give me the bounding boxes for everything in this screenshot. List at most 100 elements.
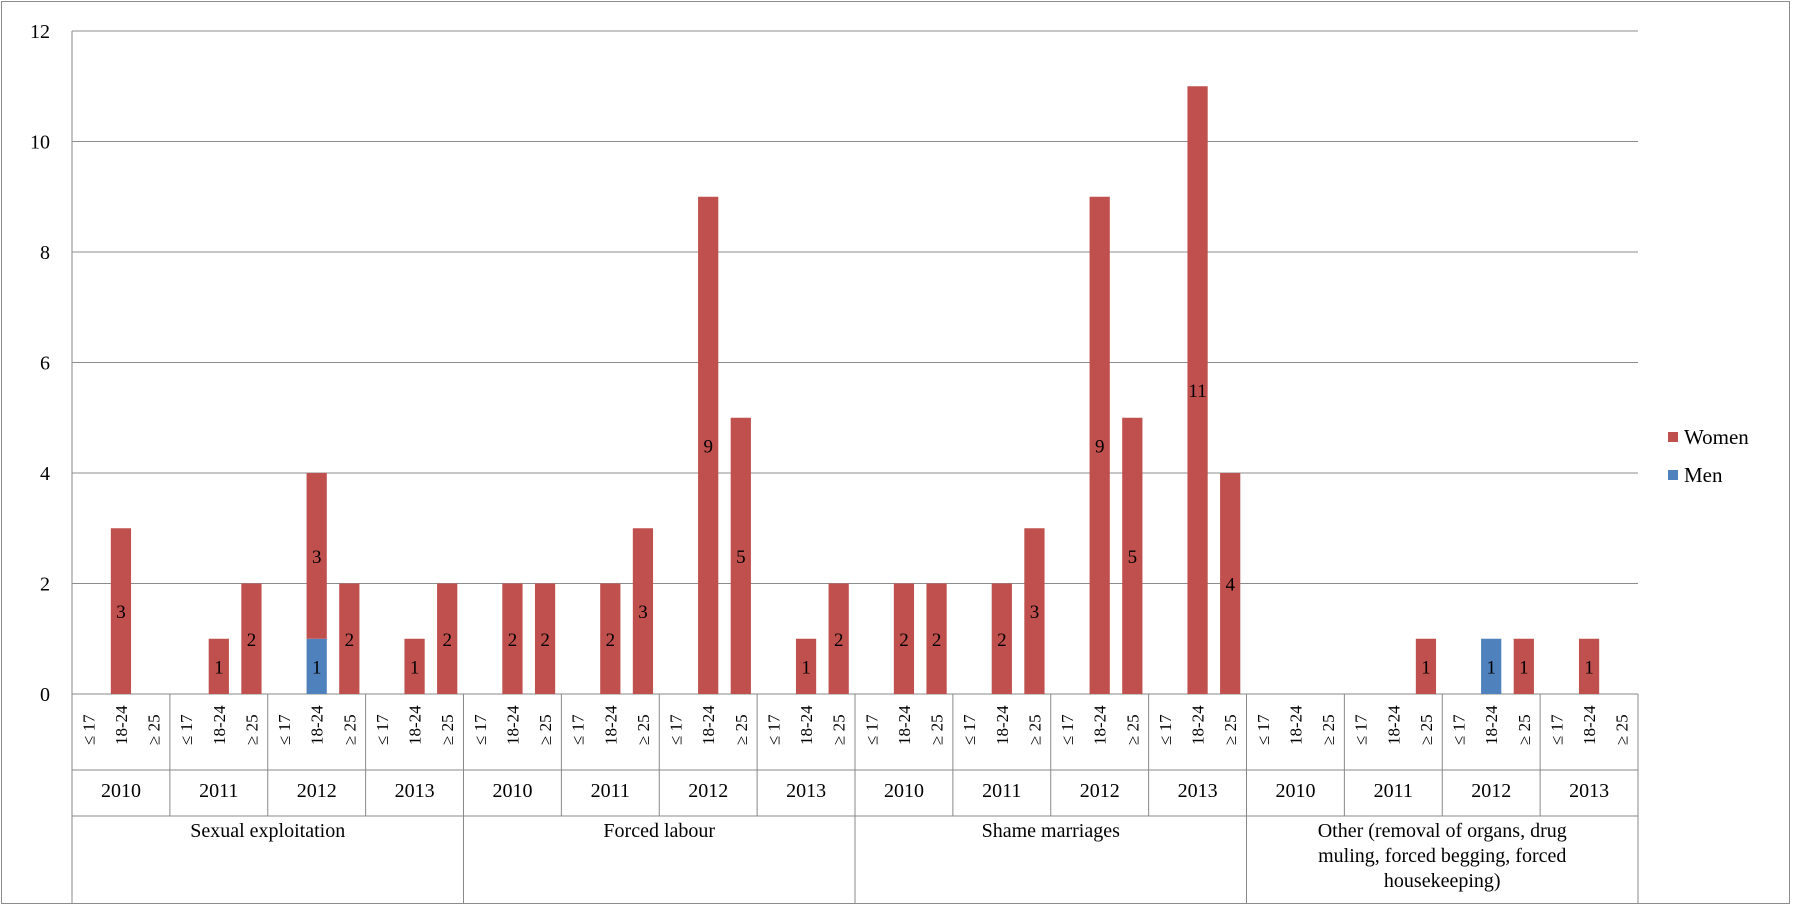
data-label: 3 <box>116 602 126 623</box>
age-group-label: ≤ 17 <box>1254 714 1273 745</box>
age-group-label: ≤ 17 <box>1156 714 1175 745</box>
year-label: 2011 <box>199 780 238 802</box>
age-group-label: ≥ 25 <box>1221 714 1240 745</box>
bar-women <box>208 638 229 694</box>
data-label: 5 <box>1128 547 1138 568</box>
age-group-label: 18-24 <box>1384 705 1403 745</box>
age-group-label: 18-24 <box>699 705 718 745</box>
data-label: 9 <box>703 436 713 457</box>
age-group-label: 18-24 <box>797 705 816 745</box>
age-group-label: ≥ 25 <box>242 714 261 745</box>
age-group-label: 18-24 <box>895 705 914 745</box>
age-group-label: ≥ 25 <box>340 714 359 745</box>
bar-women <box>730 417 751 694</box>
year-label: 2012 <box>1080 780 1120 802</box>
data-label: 2 <box>442 630 452 651</box>
bar-women <box>306 473 327 639</box>
age-group-label: ≥ 25 <box>732 714 751 745</box>
data-label: 2 <box>899 630 909 651</box>
data-label: 1 <box>214 657 224 678</box>
group-label-line: muling, forced begging, forced <box>1318 845 1566 867</box>
age-group-label: 18-24 <box>1091 705 1110 745</box>
age-group-label: ≤ 17 <box>960 714 979 745</box>
group-label-line: Other (removal of organs, drug <box>1318 820 1567 842</box>
data-label: 3 <box>1030 602 1040 623</box>
age-group-label: 18-24 <box>308 705 327 745</box>
data-label: 9 <box>1095 436 1105 457</box>
age-group-label: 18-24 <box>406 705 425 745</box>
age-group-label: ≤ 17 <box>667 714 686 745</box>
year-label: 2010 <box>101 780 141 802</box>
bar-women <box>991 583 1012 694</box>
year-label: 2013 <box>1569 780 1609 802</box>
age-group-label: ≥ 25 <box>536 714 555 745</box>
year-label: 2013 <box>1178 780 1218 802</box>
age-group-label: 18-24 <box>1286 705 1305 745</box>
bar-women <box>502 583 523 694</box>
age-group-label: ≥ 25 <box>928 714 947 745</box>
age-group-label: ≤ 17 <box>1352 714 1371 745</box>
age-group-label: ≤ 17 <box>569 714 588 745</box>
bar-women <box>1024 528 1045 694</box>
bar-women <box>828 583 849 694</box>
year-label: 2012 <box>688 780 728 802</box>
data-label: 1 <box>1519 657 1529 678</box>
age-group-label: 18-24 <box>1580 705 1599 745</box>
year-label: 2012 <box>297 780 337 802</box>
age-group-label: ≤ 17 <box>1547 714 1566 745</box>
age-group-label: ≤ 17 <box>79 714 98 745</box>
bar-women <box>893 583 915 694</box>
legend-label-women: Women <box>1684 424 1749 449</box>
bar-women <box>1089 196 1110 694</box>
age-group-label: ≥ 25 <box>1417 714 1436 745</box>
year-label: 2010 <box>884 780 924 802</box>
data-label: 1 <box>410 657 420 678</box>
data-label: 3 <box>638 602 648 623</box>
y-tick-label: 8 <box>40 242 50 264</box>
year-label: 2010 <box>492 780 532 802</box>
bar-women <box>632 528 654 694</box>
data-label: 2 <box>997 630 1007 651</box>
data-label: 2 <box>540 630 550 651</box>
bar-women <box>795 638 817 694</box>
legend-item-men: Men <box>1668 462 1749 488</box>
age-group-label: ≤ 17 <box>177 714 196 745</box>
y-tick-label: 2 <box>40 574 50 596</box>
group-label: Forced labour <box>603 820 715 842</box>
bar-women <box>339 583 360 694</box>
data-label: 11 <box>1188 381 1206 402</box>
data-label: 1 <box>1486 657 1496 678</box>
bar-women <box>926 583 947 694</box>
data-label: 2 <box>508 630 518 651</box>
bar-women <box>600 583 621 694</box>
bar-women <box>241 583 262 694</box>
year-label: 2011 <box>1374 780 1413 802</box>
bar-men <box>306 638 327 694</box>
data-label: 2 <box>247 630 257 651</box>
year-label: 2013 <box>786 780 826 802</box>
bar-women <box>1578 638 1600 694</box>
data-label: 1 <box>801 657 811 678</box>
bar-women <box>534 583 556 694</box>
legend-swatch-men <box>1668 470 1678 480</box>
age-group-label: ≤ 17 <box>862 714 881 745</box>
year-label: 2013 <box>395 780 435 802</box>
age-group-label: ≤ 17 <box>1450 714 1469 745</box>
group-label: Shame marriages <box>982 820 1120 842</box>
age-group-label: ≤ 17 <box>471 714 490 745</box>
age-group-label: ≤ 17 <box>275 714 294 745</box>
bar-women <box>437 583 458 694</box>
age-group-label: ≥ 25 <box>1025 714 1044 745</box>
year-label: 2011 <box>982 780 1021 802</box>
bar-women <box>110 528 132 694</box>
bar-women <box>1220 473 1241 694</box>
bar-women <box>1122 417 1143 694</box>
bar-women <box>698 196 719 694</box>
bar-women <box>1415 638 1437 694</box>
age-group-label: 18-24 <box>1189 705 1208 745</box>
age-group-label: ≥ 25 <box>1123 714 1142 745</box>
y-tick-label: 6 <box>40 353 50 375</box>
age-group-label: ≥ 25 <box>145 714 164 745</box>
bar-women <box>1187 86 1208 694</box>
